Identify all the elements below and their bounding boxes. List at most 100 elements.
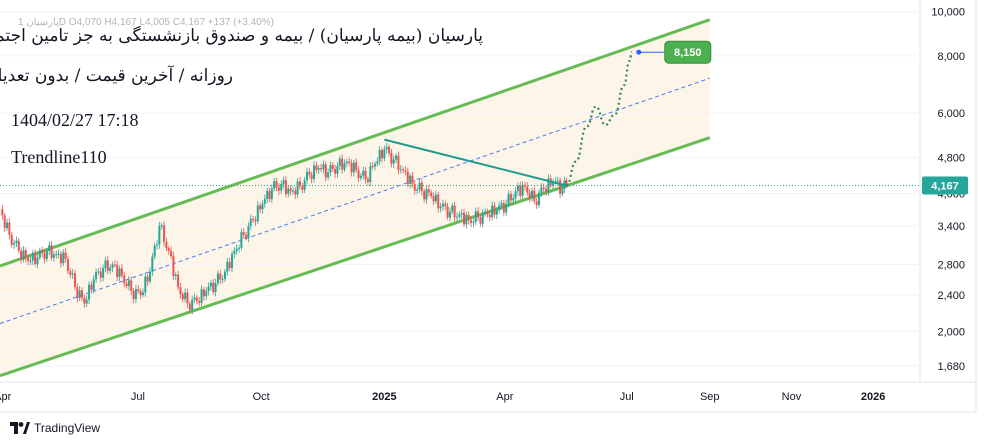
candle-body — [565, 180, 568, 186]
candle-body — [123, 275, 126, 284]
x-tick-label: Sep — [700, 391, 720, 403]
candle-body — [289, 188, 292, 192]
candle-body — [104, 260, 107, 269]
tradingview-branding[interactable]: TradingView — [10, 421, 100, 435]
candle-body — [523, 184, 526, 187]
candle-body — [254, 220, 257, 222]
candle-body — [219, 273, 222, 280]
candle-body — [371, 166, 374, 168]
candle-body — [542, 187, 545, 189]
candle-body — [509, 193, 512, 201]
candle-body — [376, 161, 379, 164]
candle-body — [556, 180, 559, 182]
candle-body — [207, 286, 210, 292]
candle-body — [416, 189, 419, 191]
candle-body — [141, 292, 144, 296]
candle-body — [498, 205, 501, 211]
candle-body — [102, 268, 105, 278]
y-tick-label: 8,000 — [937, 51, 965, 63]
candle-body — [552, 181, 555, 186]
candle-body — [202, 289, 205, 297]
candle-body — [395, 155, 398, 160]
target-price-badge[interactable] — [664, 40, 712, 64]
candle-body — [81, 290, 84, 298]
candle-body — [423, 191, 426, 200]
last-price-badge — [922, 176, 968, 195]
candle-body — [303, 180, 306, 190]
trendline-drawing[interactable] — [384, 138, 567, 187]
candle-body — [125, 283, 128, 287]
ohlc-readout: پارسیان 1D O4,070 H4,167 L4,005 C4,167 +… — [18, 17, 274, 28]
candle-body — [99, 271, 102, 278]
candle-body — [505, 203, 508, 213]
candle-body — [280, 183, 283, 191]
candle-body — [181, 294, 184, 300]
channel-midline[interactable] — [0, 77, 710, 325]
candle-body — [545, 188, 548, 192]
y-tick-label: 10,000 — [931, 7, 965, 19]
candle-body — [291, 190, 294, 192]
candle-body — [439, 206, 442, 209]
candle-body — [193, 297, 196, 300]
candle-body — [392, 159, 395, 164]
candle-body — [493, 205, 496, 215]
candle-body — [76, 287, 79, 299]
candle-body — [195, 297, 198, 302]
candle-body — [240, 232, 243, 248]
channel-lower-line[interactable] — [0, 136, 711, 378]
candle-body — [362, 170, 365, 176]
candle-body — [27, 257, 30, 261]
candle-body — [514, 191, 517, 199]
candle-body — [481, 212, 484, 224]
candle-body — [320, 168, 323, 170]
candle-body — [380, 150, 383, 159]
candle-body — [343, 163, 346, 170]
candle-body — [458, 214, 461, 217]
candle-body — [38, 250, 41, 258]
x-tick-label: 2026 — [861, 391, 885, 403]
candle-body — [540, 187, 543, 193]
candle-body — [212, 282, 215, 293]
candle-body — [430, 192, 433, 197]
candle-body — [174, 274, 177, 276]
y-tick-label: 2,400 — [937, 290, 965, 302]
candle-body — [15, 240, 18, 244]
candle-body — [64, 252, 67, 259]
candle-body — [22, 250, 25, 260]
x-tick-label: Jul — [131, 391, 145, 403]
x-tick-label: Oct — [253, 391, 270, 403]
candle-body — [106, 260, 109, 271]
candle-body — [477, 211, 480, 218]
candle-body — [369, 166, 372, 182]
y-tick-label: 6,000 — [937, 108, 965, 120]
projection-path[interactable] — [565, 51, 634, 187]
candle-body — [252, 218, 255, 221]
y-tick-label: 3,400 — [937, 221, 965, 233]
candle-body — [479, 217, 482, 224]
candle-body — [3, 215, 6, 229]
candle-body — [209, 282, 212, 287]
candle-body — [17, 240, 20, 251]
candle-body — [186, 292, 189, 304]
channel-upper-line[interactable] — [0, 18, 711, 268]
candle-body — [184, 292, 187, 300]
candle-body — [45, 250, 48, 260]
candle-body — [533, 190, 536, 202]
candle-body — [437, 194, 440, 209]
candle-body — [52, 254, 55, 258]
candle-body — [144, 276, 147, 293]
candle-body — [268, 191, 271, 200]
candle-body — [228, 261, 231, 269]
candle-body — [221, 279, 224, 281]
symbol-title: پارسیان (بیمه پارسیان) / بیمه و صندوق با… — [0, 26, 483, 46]
target-price-label: 8,150 — [674, 47, 702, 59]
x-tick-label: Nov — [782, 391, 802, 403]
candle-body — [432, 196, 435, 202]
candle-body — [341, 158, 344, 170]
candle-body — [530, 190, 533, 199]
candle-body — [329, 165, 332, 173]
candle-body — [1, 209, 4, 216]
tradingview-logo-icon — [10, 422, 30, 434]
candle-body — [90, 284, 93, 291]
